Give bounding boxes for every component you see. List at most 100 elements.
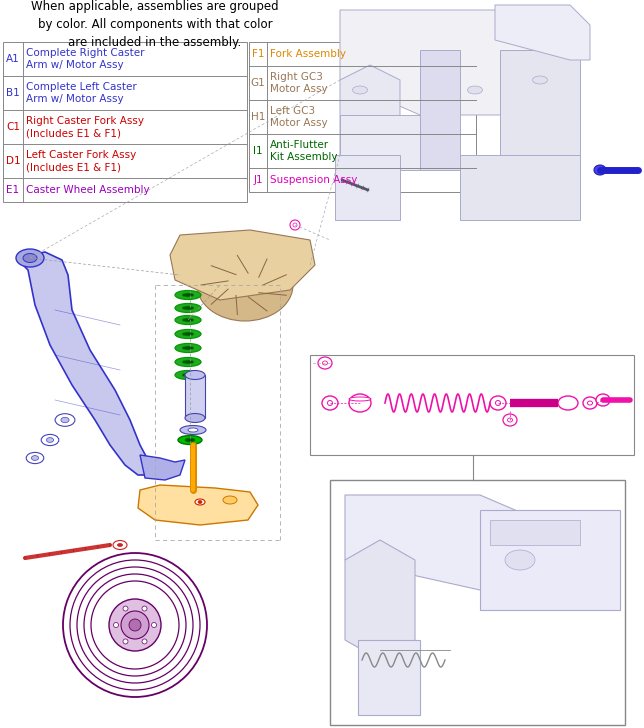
Ellipse shape [495, 400, 500, 405]
Text: E1: E1 [6, 185, 19, 195]
Ellipse shape [188, 428, 198, 432]
Text: Anti-Flutter
Kit Assembly: Anti-Flutter Kit Assembly [270, 140, 337, 162]
Polygon shape [335, 155, 400, 220]
Polygon shape [480, 510, 620, 610]
Text: J1: J1 [253, 175, 263, 185]
Ellipse shape [55, 414, 75, 427]
Polygon shape [340, 10, 580, 115]
Ellipse shape [175, 290, 201, 299]
Bar [330, 480, 625, 725]
Text: Left GC3
Motor Assy: Left GC3 Motor Assy [270, 106, 328, 128]
Polygon shape [18, 252, 155, 475]
Text: Left Caster Fork Assy
(Includes E1 & F1): Left Caster Fork Assy (Includes E1 & F1) [26, 150, 137, 172]
Ellipse shape [198, 501, 202, 504]
Circle shape [142, 606, 147, 611]
Polygon shape [345, 540, 415, 660]
Ellipse shape [587, 401, 592, 405]
Ellipse shape [490, 396, 506, 410]
Ellipse shape [175, 315, 201, 325]
Ellipse shape [175, 330, 201, 339]
Text: Right GC3
Motor Assy: Right GC3 Motor Assy [270, 72, 328, 94]
Ellipse shape [175, 344, 201, 352]
Ellipse shape [23, 253, 37, 263]
Text: H1: H1 [251, 112, 265, 122]
Polygon shape [495, 5, 590, 60]
Circle shape [123, 606, 128, 611]
Ellipse shape [182, 332, 194, 336]
Ellipse shape [175, 304, 201, 312]
Ellipse shape [182, 346, 194, 350]
Ellipse shape [290, 220, 300, 230]
Ellipse shape [175, 357, 201, 366]
Ellipse shape [223, 496, 237, 504]
Ellipse shape [197, 249, 293, 321]
Polygon shape [170, 230, 315, 300]
Ellipse shape [182, 360, 194, 364]
Ellipse shape [61, 417, 69, 423]
Ellipse shape [16, 249, 44, 267]
Ellipse shape [293, 223, 297, 227]
Text: When applicable, assemblies are grouped
by color. All components with that color: When applicable, assemblies are grouped … [31, 0, 279, 49]
Polygon shape [500, 50, 580, 170]
Circle shape [151, 622, 156, 628]
Ellipse shape [596, 394, 610, 406]
Ellipse shape [182, 306, 194, 310]
Ellipse shape [503, 414, 517, 426]
Ellipse shape [323, 361, 328, 365]
Ellipse shape [180, 425, 206, 435]
Ellipse shape [41, 435, 59, 446]
Circle shape [121, 611, 149, 639]
Text: Suspension Assy: Suspension Assy [270, 175, 357, 185]
Ellipse shape [46, 438, 53, 443]
Ellipse shape [507, 418, 513, 422]
Text: G1: G1 [251, 78, 265, 88]
Ellipse shape [505, 550, 535, 570]
Ellipse shape [352, 86, 368, 94]
Ellipse shape [318, 357, 332, 369]
Ellipse shape [185, 414, 205, 422]
Ellipse shape [113, 540, 127, 550]
Text: F1: F1 [252, 49, 264, 59]
Text: Caster Wheel Assembly: Caster Wheel Assembly [26, 185, 149, 195]
Text: Complete Left Caster
Arm w/ Motor Assy: Complete Left Caster Arm w/ Motor Assy [26, 82, 137, 104]
Polygon shape [138, 485, 258, 525]
Text: B1: B1 [6, 88, 20, 98]
Ellipse shape [328, 400, 332, 405]
Ellipse shape [241, 282, 249, 288]
Circle shape [113, 622, 118, 628]
Polygon shape [140, 455, 185, 480]
Ellipse shape [182, 373, 194, 377]
Text: D1: D1 [6, 156, 21, 166]
Circle shape [142, 639, 147, 644]
Ellipse shape [178, 435, 202, 445]
Ellipse shape [468, 86, 482, 94]
Bar [249, 42, 476, 192]
Ellipse shape [533, 76, 547, 84]
Text: C1: C1 [6, 122, 20, 132]
Ellipse shape [195, 499, 205, 505]
Ellipse shape [322, 396, 338, 410]
Polygon shape [340, 115, 420, 170]
Polygon shape [420, 50, 460, 170]
Ellipse shape [185, 371, 205, 379]
Polygon shape [358, 640, 420, 715]
Ellipse shape [349, 394, 371, 412]
Polygon shape [490, 520, 580, 545]
Text: I1: I1 [253, 146, 263, 156]
Ellipse shape [26, 452, 44, 464]
Polygon shape [340, 65, 400, 170]
Circle shape [123, 639, 128, 644]
Ellipse shape [236, 279, 254, 291]
Ellipse shape [594, 165, 606, 175]
Ellipse shape [32, 456, 39, 460]
Ellipse shape [117, 544, 122, 547]
Bar [310, 355, 634, 455]
Text: Right Caster Fork Assy
(Includes E1 & F1): Right Caster Fork Assy (Includes E1 & F1… [26, 116, 144, 138]
Circle shape [129, 619, 141, 631]
Ellipse shape [182, 318, 194, 322]
Circle shape [109, 599, 161, 651]
Polygon shape [460, 155, 580, 220]
Ellipse shape [583, 397, 597, 409]
Ellipse shape [558, 396, 578, 410]
Ellipse shape [175, 371, 201, 379]
